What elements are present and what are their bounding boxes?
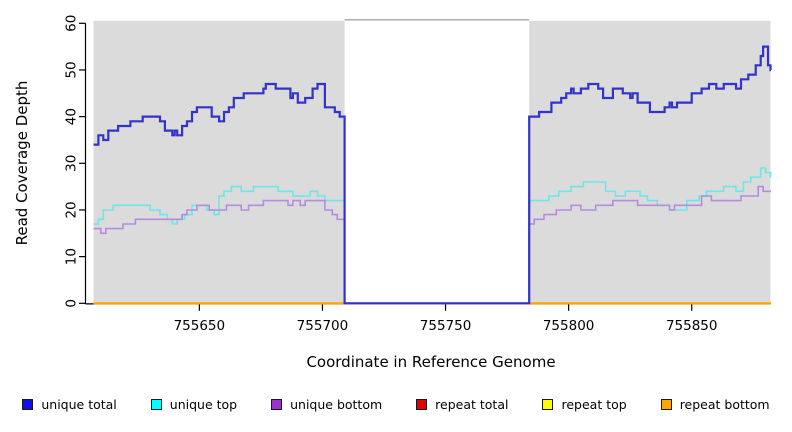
chart-legend: unique total unique top unique bottom repea… bbox=[0, 397, 792, 412]
y-tick-label: 0 bbox=[64, 299, 80, 308]
x-tick-label: 755700 bbox=[297, 318, 349, 334]
y-tick-label: 10 bbox=[64, 248, 80, 265]
series-line-unique-bottom bbox=[93, 185, 771, 305]
y-tick-label: 40 bbox=[64, 108, 80, 125]
legend-label: repeat bottom bbox=[679, 397, 770, 412]
coverage-chart: 0 10 20 30 40 50 60 755650 755700 755750 755800 755… bbox=[13, 15, 772, 371]
x-axis-title: Coordinate in Reference Genome bbox=[306, 353, 555, 371]
legend-item-repeat-total: repeat total bbox=[416, 397, 508, 412]
y-tick-label: 60 bbox=[64, 15, 80, 32]
x-tick-label: 755800 bbox=[543, 318, 595, 334]
legend-item-unique-total: unique total bbox=[22, 397, 117, 412]
legend-item-unique-bottom: unique bottom bbox=[271, 397, 382, 412]
legend-swatch-repeat-bottom bbox=[660, 399, 672, 410]
x-tick-label: 755750 bbox=[420, 318, 472, 334]
y-axis-title: Read Coverage Depth bbox=[13, 81, 31, 246]
legend-label: unique total bbox=[41, 397, 117, 412]
legend-swatch-repeat-total bbox=[416, 399, 428, 410]
legend-item-repeat-bottom: repeat bottom bbox=[660, 397, 770, 412]
legend-item-unique-top: unique top bbox=[150, 397, 238, 412]
y-tick-label: 30 bbox=[64, 155, 80, 172]
chart-generated-content: 0 10 20 30 40 50 60 755650 755700 755750 755800 755… bbox=[64, 15, 772, 334]
legend-swatch-repeat-top bbox=[542, 399, 554, 410]
coverage-gap-region bbox=[344, 19, 530, 305]
legend-label: repeat top bbox=[561, 397, 627, 412]
legend-swatch-unique-total bbox=[22, 399, 34, 410]
y-tick-label: 50 bbox=[64, 61, 80, 78]
x-tick-label: 755650 bbox=[174, 318, 226, 334]
legend-swatch-unique-bottom bbox=[271, 399, 283, 410]
legend-label: unique top bbox=[169, 397, 238, 412]
legend-swatch-unique-top bbox=[150, 399, 162, 410]
legend-label: repeat total bbox=[435, 397, 509, 412]
y-tick-label: 20 bbox=[64, 201, 80, 218]
legend-item-repeat-top: repeat top bbox=[542, 397, 627, 412]
legend-label: unique bottom bbox=[290, 397, 383, 412]
series-line-unique-total bbox=[93, 45, 772, 305]
x-tick-label: 755850 bbox=[666, 318, 718, 334]
